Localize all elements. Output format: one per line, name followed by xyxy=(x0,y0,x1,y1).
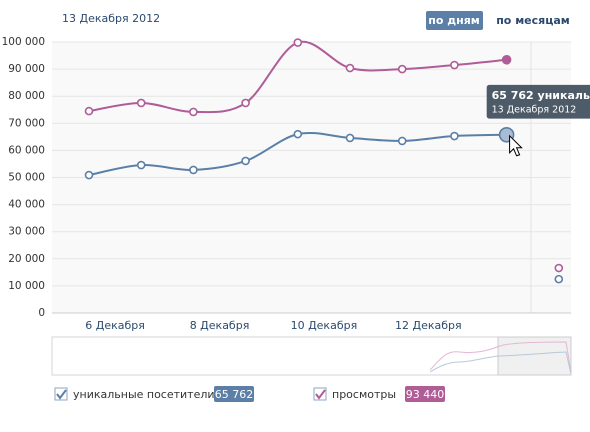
tooltip-subtitle: 13 Декабря 2012 xyxy=(492,104,577,115)
tooltip-title: 65 762 уникальны xyxy=(492,89,590,102)
data-point xyxy=(293,38,303,47)
y-tick-label: 40 000 xyxy=(8,199,45,211)
date-label: 13 Декабря 2012 xyxy=(62,12,160,25)
data-point xyxy=(84,106,94,116)
data-point xyxy=(136,160,146,170)
y-tick-label: 90 000 xyxy=(8,63,45,75)
legend-label: просмотры xyxy=(332,388,396,401)
legend-badge-value: 93 440 xyxy=(406,388,445,401)
y-tick-label: 10 000 xyxy=(8,280,45,292)
data-point xyxy=(241,98,250,108)
navigator-line xyxy=(429,341,572,373)
y-tick-label: 0 xyxy=(38,307,45,319)
legend-check xyxy=(56,389,67,400)
legend-badge xyxy=(405,386,445,402)
x-tick-label: 10 Декабря xyxy=(291,319,358,332)
data-point xyxy=(189,165,198,175)
button-months-label[interactable]: по месяцам xyxy=(496,14,570,27)
data-point xyxy=(554,263,564,273)
data-point xyxy=(450,60,459,70)
data-point xyxy=(293,129,303,139)
button-days[interactable] xyxy=(426,11,483,30)
data-point xyxy=(345,63,355,73)
y-tick-label: 100 000 xyxy=(2,36,45,48)
x-tick-label: 12 Декабря xyxy=(395,319,462,332)
data-point xyxy=(136,98,146,108)
legend-badge-value: 65 762 xyxy=(215,388,254,401)
data-point xyxy=(450,131,459,141)
y-tick-label: 70 000 xyxy=(8,117,45,129)
data-point xyxy=(554,274,564,284)
legend-label: уникальные посетители xyxy=(73,388,215,401)
y-tick-label: 20 000 xyxy=(8,253,45,265)
legend-badge xyxy=(214,386,254,402)
button-days-label[interactable]: по дням xyxy=(428,14,480,27)
navigator-line xyxy=(429,351,572,375)
y-tick-label: 30 000 xyxy=(8,226,45,238)
tooltip: 65 762 уникальны 13 Декабря 2012 xyxy=(486,84,590,119)
legend-checkbox[interactable] xyxy=(313,387,327,401)
data-point xyxy=(397,64,407,74)
navigator[interactable] xyxy=(51,336,572,376)
y-tick-label: 50 000 xyxy=(8,172,45,184)
x-tick-label: 6 Декабря xyxy=(85,319,145,332)
cursor xyxy=(509,134,523,157)
x-tick-label: 8 Декабря xyxy=(190,319,250,332)
data-point xyxy=(189,107,198,117)
tooltip-box xyxy=(486,84,590,119)
y-tick-label: 80 000 xyxy=(8,90,45,102)
data-point xyxy=(345,133,355,143)
data-point xyxy=(501,54,512,65)
y-tick-label: 60 000 xyxy=(8,144,45,156)
data-point xyxy=(397,136,407,146)
data-point xyxy=(241,156,250,166)
data-point xyxy=(84,170,94,180)
legend-check xyxy=(315,389,326,400)
